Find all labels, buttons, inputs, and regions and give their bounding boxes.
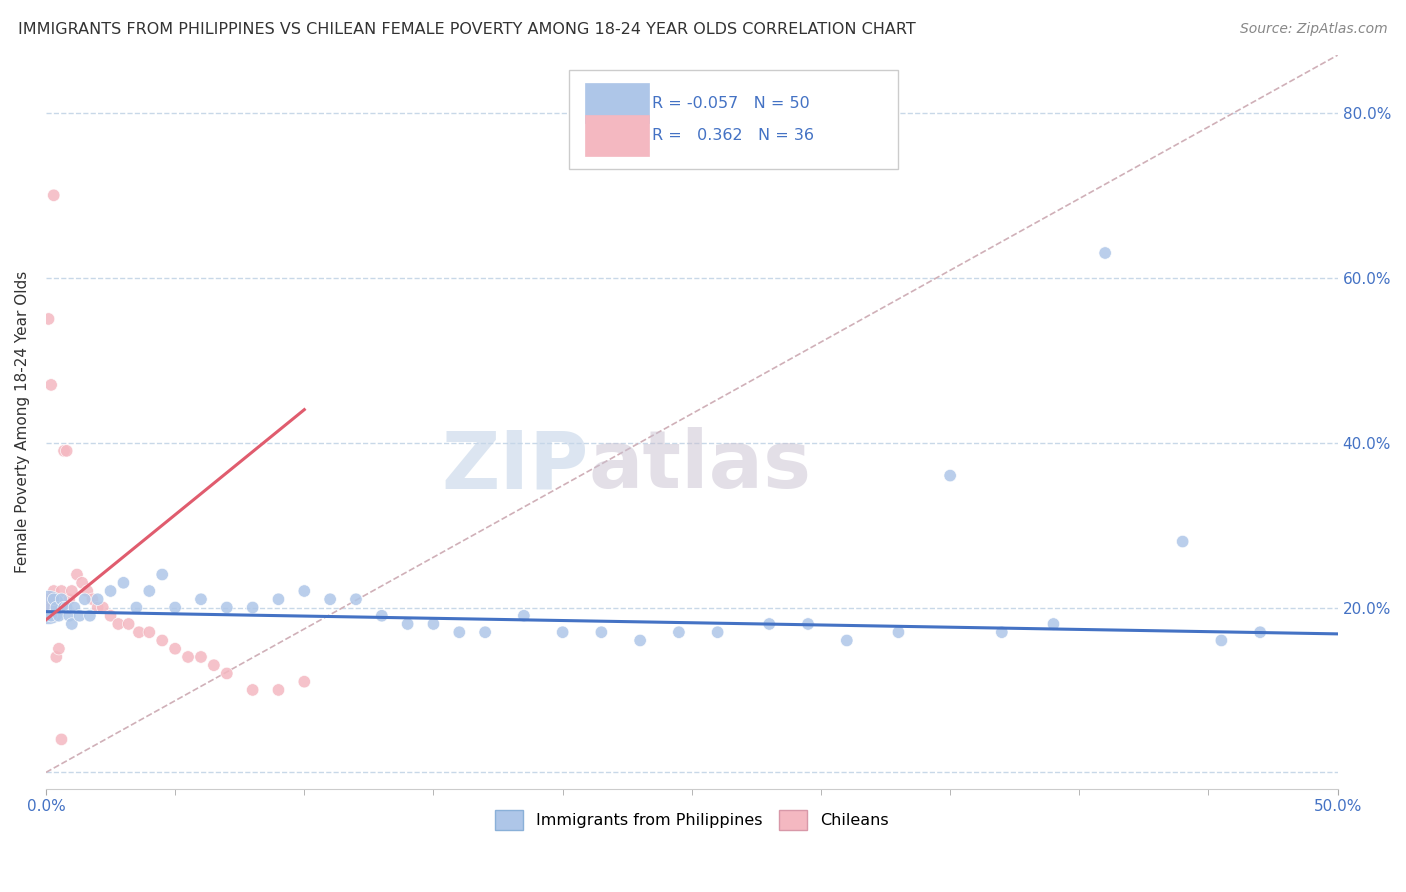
Point: [53, 443, 76, 458]
Point: [292, 674, 315, 689]
Point: [79, 608, 101, 623]
FancyBboxPatch shape: [569, 70, 898, 169]
Text: ZIP: ZIP: [441, 427, 589, 505]
Point: [474, 625, 496, 640]
Text: Source: ZipAtlas.com: Source: ZipAtlas.com: [1240, 22, 1388, 37]
Point: [344, 592, 367, 607]
Point: [1042, 617, 1064, 632]
Text: IMMIGRANTS FROM PHILIPPINES VS CHILEAN FEMALE POVERTY AMONG 18-24 YEAR OLDS CORR: IMMIGRANTS FROM PHILIPPINES VS CHILEAN F…: [18, 22, 917, 37]
Point: [42, 188, 65, 202]
Point: [165, 641, 187, 656]
Point: [706, 625, 728, 640]
Point: [48, 641, 70, 656]
Point: [45, 650, 67, 665]
Point: [51, 732, 73, 747]
Point: [63, 600, 86, 615]
Point: [1171, 534, 1194, 549]
Point: [150, 567, 173, 582]
Point: [42, 584, 65, 599]
Text: atlas: atlas: [589, 427, 811, 505]
Y-axis label: Female Poverty Among 18-24 Year Olds: Female Poverty Among 18-24 Year Olds: [15, 271, 30, 574]
Point: [797, 617, 820, 632]
Point: [55, 443, 77, 458]
Point: [39, 608, 62, 623]
Point: [48, 608, 70, 623]
Point: [177, 650, 200, 665]
Point: [125, 600, 148, 615]
Point: [138, 584, 160, 599]
Point: [39, 378, 62, 392]
Point: [267, 592, 290, 607]
Point: [242, 600, 264, 615]
Point: [449, 625, 471, 640]
Point: [73, 592, 96, 607]
Point: [53, 600, 76, 615]
Point: [319, 592, 342, 607]
Point: [138, 625, 160, 640]
Point: [202, 658, 225, 673]
Point: [38, 312, 60, 326]
Point: [38, 592, 60, 607]
Point: [939, 468, 962, 483]
Point: [51, 592, 73, 607]
Point: [215, 600, 238, 615]
Point: [991, 625, 1014, 640]
Point: [42, 592, 65, 607]
Point: [112, 575, 135, 590]
Point: [668, 625, 690, 640]
Point: [60, 617, 83, 632]
Point: [76, 584, 98, 599]
Point: [58, 592, 80, 607]
FancyBboxPatch shape: [585, 115, 650, 156]
Point: [107, 617, 129, 632]
Point: [1211, 633, 1233, 648]
Point: [758, 617, 780, 632]
Point: [128, 625, 150, 640]
Point: [242, 682, 264, 697]
Point: [38, 600, 60, 615]
Point: [1249, 625, 1271, 640]
Point: [396, 617, 419, 632]
Point: [39, 600, 62, 615]
Point: [86, 600, 108, 615]
Point: [551, 625, 574, 640]
Point: [91, 600, 114, 615]
Point: [45, 592, 67, 607]
Text: R =   0.362   N = 36: R = 0.362 N = 36: [652, 128, 814, 144]
Point: [117, 617, 139, 632]
Point: [513, 608, 536, 623]
Point: [45, 600, 67, 615]
Point: [48, 600, 70, 615]
Point: [165, 600, 187, 615]
Point: [422, 617, 444, 632]
Text: R = -0.057   N = 50: R = -0.057 N = 50: [652, 96, 810, 112]
Point: [190, 650, 212, 665]
Point: [100, 584, 122, 599]
Point: [86, 592, 108, 607]
Point: [58, 608, 80, 623]
Point: [60, 584, 83, 599]
FancyBboxPatch shape: [585, 83, 650, 123]
Point: [591, 625, 613, 640]
Point: [100, 608, 122, 623]
Point: [150, 633, 173, 648]
Point: [267, 682, 290, 697]
Point: [292, 584, 315, 599]
Point: [69, 608, 91, 623]
Point: [835, 633, 858, 648]
Point: [82, 592, 104, 607]
Point: [66, 567, 89, 582]
Point: [51, 584, 73, 599]
Legend: Immigrants from Philippines, Chileans: Immigrants from Philippines, Chileans: [488, 804, 896, 836]
Point: [1094, 246, 1116, 260]
Point: [190, 592, 212, 607]
Point: [70, 575, 93, 590]
Point: [887, 625, 910, 640]
Point: [215, 666, 238, 681]
Point: [371, 608, 394, 623]
Point: [628, 633, 651, 648]
Point: [55, 600, 77, 615]
